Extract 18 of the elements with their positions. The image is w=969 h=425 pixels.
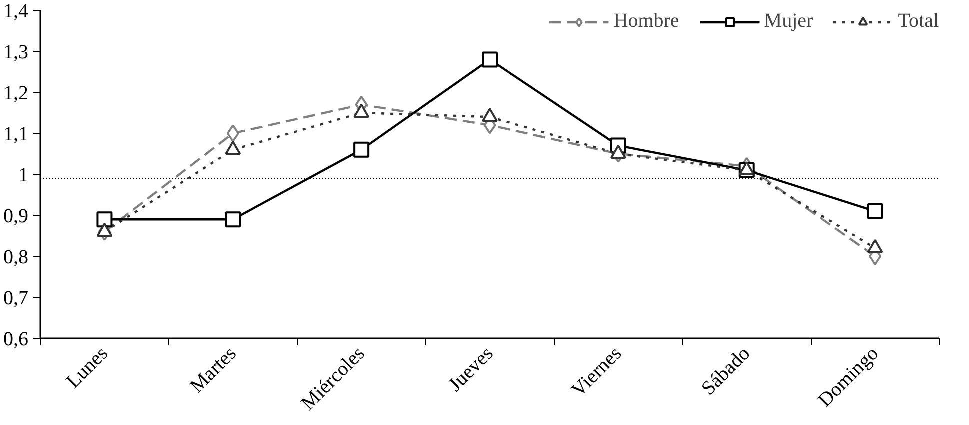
y-tick-label: 0,8 [4,246,28,268]
y-tick-label: 0,6 [4,328,28,350]
y-tick-label: 1,4 [4,0,28,22]
point [482,52,498,68]
y-tick-label: 1,1 [4,124,28,146]
y-tick-label: 1,3 [4,42,28,64]
legend-label: Hombre [614,10,680,33]
legend-label: Total [898,10,939,33]
point [96,212,113,228]
y-tick-label: 0,7 [4,288,28,310]
point [867,203,884,220]
legend-label: Mujer [764,10,814,33]
point [225,212,242,228]
point [226,124,240,142]
y-tick-label: 0,9 [4,206,28,228]
point [354,142,370,158]
y-tick-label: 1 [18,164,28,186]
y-tick-label: 1,2 [4,82,28,104]
